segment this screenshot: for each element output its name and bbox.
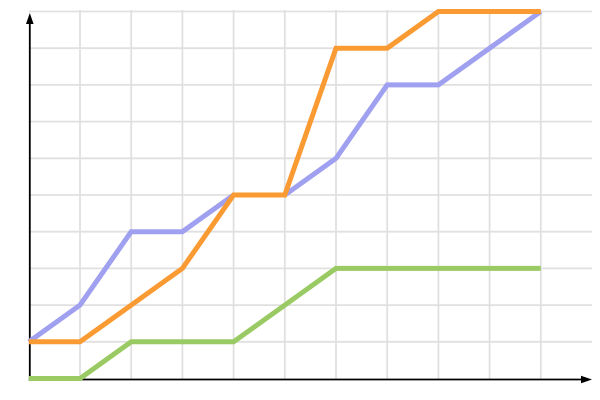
y-axis-arrow-icon: [26, 13, 34, 24]
green-line: [28, 265, 541, 381]
gridlines: [28, 10, 592, 380]
axes: [26, 13, 592, 384]
data-series: [27, 9, 543, 381]
x-axis-arrow-icon: [581, 375, 592, 384]
orange-line: [28, 9, 541, 345]
